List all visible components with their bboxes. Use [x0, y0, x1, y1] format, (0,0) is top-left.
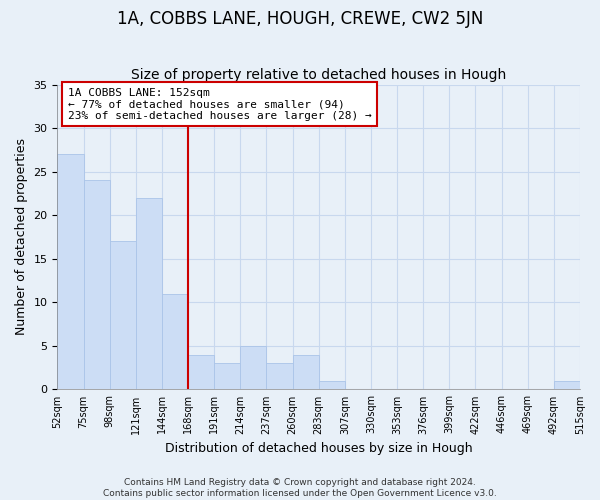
- Bar: [162, 294, 188, 390]
- Text: Contains HM Land Registry data © Crown copyright and database right 2024.
Contai: Contains HM Land Registry data © Crown c…: [103, 478, 497, 498]
- Bar: [214, 364, 241, 390]
- Bar: [136, 198, 162, 390]
- Bar: [58, 154, 83, 390]
- Bar: [293, 354, 319, 390]
- Text: 1A COBBS LANE: 152sqm
← 77% of detached houses are smaller (94)
23% of semi-deta: 1A COBBS LANE: 152sqm ← 77% of detached …: [68, 88, 371, 121]
- Text: 1A, COBBS LANE, HOUGH, CREWE, CW2 5JN: 1A, COBBS LANE, HOUGH, CREWE, CW2 5JN: [117, 10, 483, 28]
- Bar: [266, 364, 293, 390]
- Y-axis label: Number of detached properties: Number of detached properties: [15, 138, 28, 336]
- Bar: [83, 180, 110, 390]
- Title: Size of property relative to detached houses in Hough: Size of property relative to detached ho…: [131, 68, 506, 82]
- Bar: [241, 346, 266, 390]
- Bar: [188, 354, 214, 390]
- Bar: [110, 242, 136, 390]
- Bar: [319, 380, 345, 390]
- X-axis label: Distribution of detached houses by size in Hough: Distribution of detached houses by size …: [165, 442, 473, 455]
- Bar: [554, 380, 580, 390]
